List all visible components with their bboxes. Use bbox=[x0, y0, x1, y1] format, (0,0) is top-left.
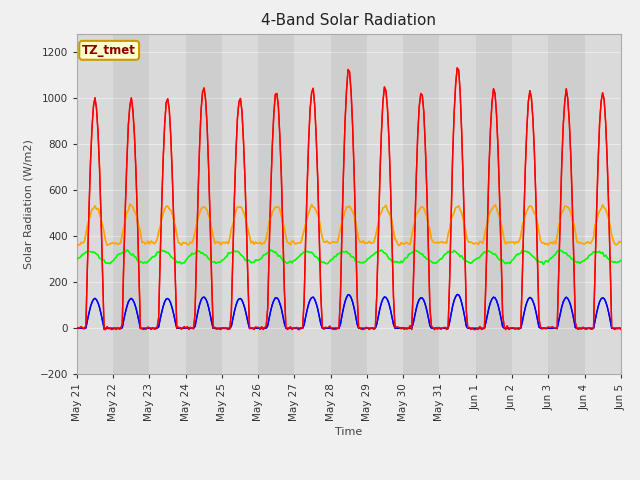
Bar bbox=[367, 34, 403, 374]
Bar bbox=[331, 34, 367, 374]
Bar bbox=[403, 34, 440, 374]
Bar bbox=[584, 34, 621, 374]
Bar bbox=[476, 34, 512, 374]
Text: TZ_tmet: TZ_tmet bbox=[82, 44, 136, 57]
Bar bbox=[222, 34, 258, 374]
Bar bbox=[77, 34, 113, 374]
Bar bbox=[258, 34, 294, 374]
Bar bbox=[548, 34, 584, 374]
Bar bbox=[512, 34, 548, 374]
Bar bbox=[440, 34, 476, 374]
Bar bbox=[113, 34, 149, 374]
Y-axis label: Solar Radiation (W/m2): Solar Radiation (W/m2) bbox=[24, 139, 34, 269]
Bar bbox=[294, 34, 331, 374]
Bar bbox=[149, 34, 186, 374]
X-axis label: Time: Time bbox=[335, 427, 362, 437]
Title: 4-Band Solar Radiation: 4-Band Solar Radiation bbox=[261, 13, 436, 28]
Bar bbox=[186, 34, 222, 374]
